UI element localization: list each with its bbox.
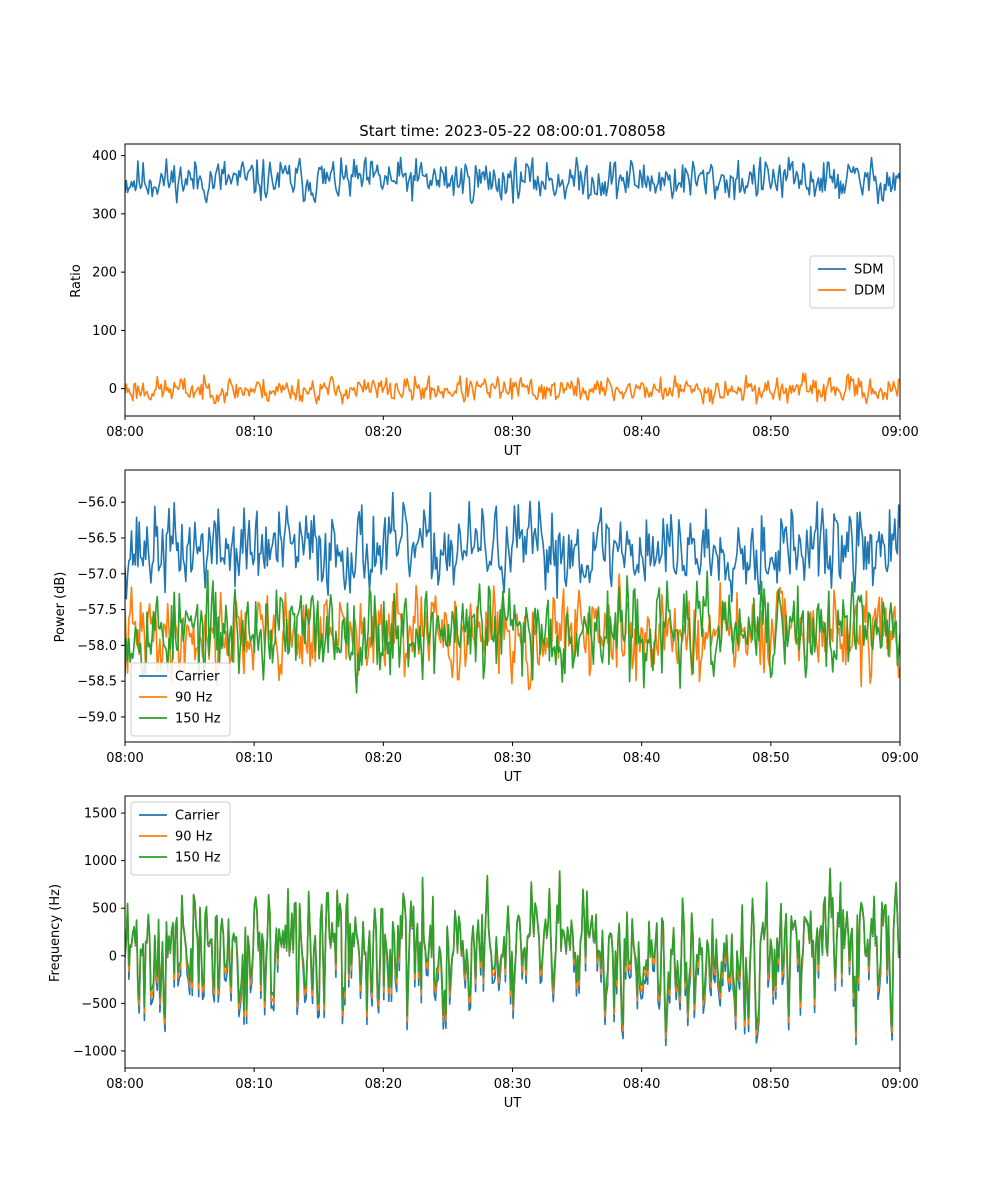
power-ylabel: Power (dB) bbox=[53, 572, 68, 643]
legend: Carrier 90 Hz 150 Hz bbox=[130, 801, 231, 876]
legend-label: 150 Hz bbox=[175, 712, 221, 727]
x-tick-label: 08:20 bbox=[365, 1077, 402, 1092]
x-tick-label: 08:00 bbox=[106, 751, 143, 766]
x-tick-label: 08:10 bbox=[235, 751, 272, 766]
y-tick-label: 200 bbox=[92, 266, 117, 281]
x-tick-label: 09:00 bbox=[881, 751, 918, 766]
y-tick-label: −59.0 bbox=[77, 710, 117, 725]
legend-label: DDM bbox=[854, 284, 885, 299]
frequency-panel: 08:00 08:10 08:20 08:30 08:40 08:50 09:00 −1000… bbox=[73, 795, 919, 1092]
legend-label: 90 Hz bbox=[175, 830, 212, 845]
series-line-150-hz bbox=[125, 867, 900, 1033]
legend-label: Carrier bbox=[175, 809, 220, 824]
power-panel: 08:00 08:10 08:20 08:30 08:40 08:50 09:00 −59.0… bbox=[77, 469, 919, 766]
y-tick-label: −56.0 bbox=[77, 496, 117, 511]
series-line-sdm bbox=[125, 156, 900, 205]
x-tick-label: 08:20 bbox=[365, 425, 402, 440]
x-tick-label: 08:30 bbox=[494, 1077, 531, 1092]
legend-label: 150 Hz bbox=[175, 851, 221, 866]
legend-label: Carrier bbox=[175, 670, 220, 685]
x-tick-label: 08:40 bbox=[623, 1077, 660, 1092]
x-tick-label: 08:00 bbox=[106, 425, 143, 440]
x-tick-label: 08:30 bbox=[494, 751, 531, 766]
series-line-carrier bbox=[125, 491, 900, 603]
y-tick-label: 300 bbox=[92, 207, 117, 222]
x-tick-label: 08:50 bbox=[752, 1077, 789, 1092]
x-tick-label: 08:50 bbox=[752, 751, 789, 766]
legend-label: SDM bbox=[854, 263, 883, 278]
frequency-ylabel: Frequency (Hz) bbox=[48, 884, 63, 982]
y-tick-label: −57.5 bbox=[77, 603, 117, 618]
y-tick-label: −1000 bbox=[73, 1044, 117, 1059]
series-line-ddm bbox=[125, 372, 900, 405]
y-tick-label: −57.0 bbox=[77, 567, 117, 582]
y-tick-label: −500 bbox=[81, 997, 117, 1012]
ratio-panel: 08:00 08:10 08:20 08:30 08:40 08:50 09:00 0 100 2… bbox=[92, 143, 919, 440]
x-tick-label: 09:00 bbox=[881, 425, 918, 440]
x-tick-label: 08:20 bbox=[365, 751, 402, 766]
ratio-xlabel: UT bbox=[504, 444, 522, 459]
y-tick-label: 400 bbox=[92, 149, 117, 164]
frequency-xlabel: UT bbox=[504, 1096, 522, 1111]
y-tick-label: 1000 bbox=[84, 854, 117, 869]
legend: SDM DDM bbox=[809, 255, 895, 309]
x-tick-label: 08:10 bbox=[235, 1077, 272, 1092]
y-tick-label: 0 bbox=[109, 949, 117, 964]
y-tick-label: 1500 bbox=[84, 807, 117, 822]
legend-label: 90 Hz bbox=[175, 691, 212, 706]
x-tick-label: 08:00 bbox=[106, 1077, 143, 1092]
x-tick-label: 08:10 bbox=[235, 425, 272, 440]
y-tick-label: 0 bbox=[109, 382, 117, 397]
chart-title: Start time: 2023-05-22 08:00:01.708058 bbox=[359, 122, 665, 140]
ratio-ylabel: Ratio bbox=[69, 264, 84, 297]
x-tick-label: 08:40 bbox=[623, 425, 660, 440]
y-tick-label: −56.5 bbox=[77, 532, 117, 547]
y-tick-label: 500 bbox=[92, 902, 117, 917]
series-line-150-hz bbox=[125, 569, 900, 694]
x-tick-label: 08:40 bbox=[623, 751, 660, 766]
x-tick-label: 09:00 bbox=[881, 1077, 918, 1092]
legend: Carrier 90 Hz 150 Hz bbox=[130, 662, 231, 737]
y-tick-label: −58.0 bbox=[77, 639, 117, 654]
y-tick-label: −58.5 bbox=[77, 675, 117, 690]
y-tick-label: 100 bbox=[92, 324, 117, 339]
power-xlabel: UT bbox=[504, 770, 522, 785]
x-tick-label: 08:30 bbox=[494, 425, 531, 440]
x-tick-label: 08:50 bbox=[752, 425, 789, 440]
